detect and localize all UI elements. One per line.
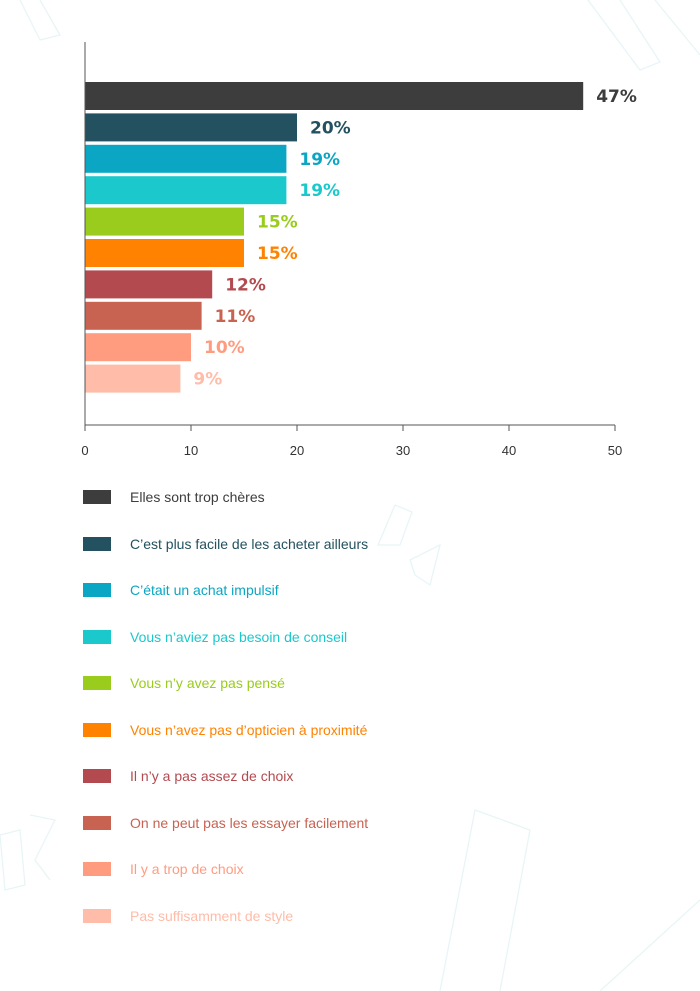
bar-value-label: 9%	[193, 370, 222, 390]
bar	[85, 144, 287, 173]
legend-label: Vous n’avez pas d’opticien à proximité	[130, 721, 368, 738]
legend-swatch	[83, 722, 111, 737]
legend-swatch	[83, 583, 111, 597]
bar-value-label: 10%	[204, 338, 245, 358]
bar	[85, 333, 191, 362]
bar-value-label: 15%	[257, 213, 298, 233]
legend-swatch	[83, 862, 111, 876]
legend-item: Vous n’avez pas d’opticien à proximité	[83, 721, 643, 768]
legend-swatch	[83, 769, 111, 783]
bar-chart: 47%20%19%19%15%15%12%11%10%9% 0 10 20 30 40 5…	[81, 42, 637, 458]
legend-label: C’est plus facile de les acheter ailleur…	[130, 535, 369, 552]
bars	[85, 82, 584, 393]
x-tick-label: 50	[608, 443, 622, 458]
legend-item: Il n’y a pas assez de choix	[83, 767, 643, 814]
legend-label: Vous n’aviez pas besoin de conseil	[130, 628, 348, 645]
bar	[85, 364, 181, 393]
bar-value-label: 15%	[257, 244, 298, 264]
legend-item: Vous n’aviez pas besoin de conseil	[83, 628, 643, 675]
x-tick-label: 20	[290, 443, 304, 458]
legend-label: Elles sont trop chères	[130, 489, 265, 505]
legend-item: Vous n’y avez pas pensé	[83, 674, 643, 721]
legend-item: C’était un achat impulsif	[83, 581, 643, 628]
bar-value-label: 11%	[215, 307, 256, 327]
legend-swatch	[83, 629, 111, 644]
bar-value-label: 19%	[299, 181, 340, 201]
legend-item: Pas suffisamment de style	[83, 907, 643, 954]
legend-label: Vous n’y avez pas pensé	[130, 675, 285, 691]
x-tick-label: 0	[81, 443, 88, 458]
legend-label: Il n’y a pas assez de choix	[130, 768, 294, 784]
legend-label: On ne peut pas les essayer facilement	[130, 814, 369, 831]
legend-swatch	[83, 490, 111, 504]
legend-swatch	[83, 676, 111, 690]
bar	[85, 270, 213, 299]
bar	[85, 301, 202, 330]
x-tick-label: 40	[502, 443, 516, 458]
bar	[85, 176, 287, 205]
bar-value-label: 20%	[310, 118, 351, 138]
bar	[85, 239, 244, 267]
bar-value-label: 47%	[596, 87, 637, 107]
bar-value-label: 19%	[299, 150, 340, 170]
legend-item: C’est plus facile de les acheter ailleur…	[83, 535, 643, 582]
bar	[85, 82, 584, 110]
legend-label: C’était un achat impulsif	[130, 582, 279, 598]
legend-swatch	[83, 815, 111, 830]
bar-value-labels: 47%20%19%19%15%15%12%11%10%9%	[193, 87, 637, 390]
legend-item: Il y a trop de choix	[83, 860, 643, 907]
legend: Elles sont trop chères C’est plus facile …	[83, 488, 643, 953]
bar	[85, 113, 297, 142]
x-axis-ticks: 0 10 20 30 40 50	[81, 425, 622, 458]
legend-swatch	[83, 908, 111, 923]
legend-item: On ne peut pas les essayer facilement	[83, 814, 643, 861]
legend-label: Il y a trop de choix	[130, 861, 244, 877]
legend-item: Elles sont trop chères	[83, 488, 643, 535]
legend-label: Pas suffisamment de style	[130, 907, 294, 924]
x-tick-label: 30	[396, 443, 410, 458]
bar	[85, 207, 244, 236]
x-tick-label: 10	[184, 443, 198, 458]
bar-value-label: 12%	[225, 275, 266, 295]
legend-swatch	[83, 536, 111, 551]
